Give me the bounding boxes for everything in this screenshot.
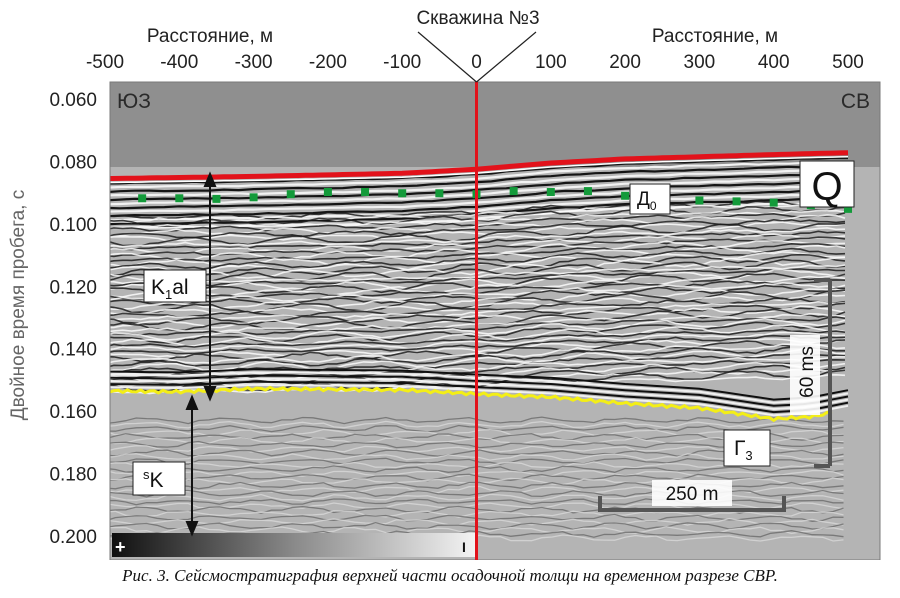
x-tick-label: -300 [235, 52, 273, 73]
reflection-line [110, 428, 844, 437]
seismic-figure: -500 -400 -300 -200 -100 0 100 200 300 400 500 0.0… [8, 8, 881, 560]
unit-k1al-subscript: 1 [165, 287, 172, 302]
reflection-line [110, 517, 844, 526]
reflection-line [110, 420, 844, 429]
svg-text:Г3: Г3 [734, 437, 753, 463]
x-tick-label: 300 [684, 52, 716, 73]
polarity-gray-scale [112, 533, 477, 557]
y-tick-labels: 0.060 0.080 0.100 0.120 0.140 0.160 0.180 0.200 [49, 90, 97, 548]
d0-marker [212, 194, 221, 203]
d0-marker [509, 187, 518, 196]
unit-label-k1al: K1al [143, 269, 207, 303]
unit-sk-letter: K [150, 469, 164, 492]
svg-text:Д0: Д0 [637, 189, 657, 213]
x-tick-label: 400 [758, 52, 790, 73]
horizon-label-d0: Д0 [629, 183, 671, 215]
x-tick-label: -500 [86, 52, 124, 73]
d0-marker [101, 196, 109, 204]
reflection-line [110, 416, 844, 425]
reflection-line [110, 473, 844, 482]
d0-marker [435, 189, 444, 198]
well-label: Скважина №3 [416, 8, 539, 29]
d0-marker [138, 194, 147, 203]
d0-marker [732, 197, 741, 206]
reflection-line [110, 440, 844, 449]
reflection-line [110, 469, 844, 477]
reflection-line [110, 513, 844, 522]
x-tick-label: 0 [471, 52, 482, 73]
reflection-line [110, 522, 844, 531]
k1al-thickness-arrow [203, 171, 217, 402]
y-tick-label: 0.100 [49, 215, 97, 236]
d0-marker [621, 191, 630, 200]
reflection-line [110, 448, 844, 457]
g3-subscript: 3 [745, 448, 752, 463]
reflection-line [110, 465, 844, 473]
x-axis-label-left: Расстояние, м [147, 26, 273, 47]
svg-text:sK: sK [143, 467, 164, 492]
distance-scale-bar [598, 496, 786, 512]
y-tick-label: 0.180 [49, 465, 97, 486]
unit-label-q: Q [799, 160, 855, 209]
time-scale-label-bg [790, 335, 820, 415]
y-tick-label: 0.060 [49, 90, 97, 111]
reflection-line [110, 436, 844, 445]
unit-k1al-letter: K [151, 276, 165, 299]
corner-label-sw: ЮЗ [117, 90, 151, 113]
d0-letter: Д [637, 189, 650, 210]
horizon-g3-line [110, 385, 833, 423]
time-scale-label: 60 ms [797, 346, 818, 398]
polarity-plus: + [115, 537, 126, 557]
well-pointer-right [476, 31, 537, 83]
unit-sk-superscript: s [143, 467, 150, 482]
x-axis-label-right: Расстояние, м [652, 26, 778, 47]
d0-marker [695, 196, 704, 205]
y-tick-label: 0.160 [49, 402, 97, 423]
horizon-label-g3: Г3 [723, 429, 771, 467]
reflection-line [110, 457, 844, 465]
d0-marker [398, 189, 407, 198]
g3-letter: Г [734, 437, 745, 460]
x-tick-label: -400 [160, 52, 198, 73]
polarity-minus: I [462, 539, 466, 555]
y-tick-label: 0.080 [49, 152, 97, 173]
reflection-line [110, 424, 844, 433]
time-scale-bar [814, 278, 832, 468]
reflection-line [110, 510, 844, 518]
unit-k1al-suffix: al [172, 276, 188, 299]
corner-label-ne: СВ [841, 90, 870, 113]
y-tick-label: 0.200 [49, 527, 97, 548]
reflection-line [110, 445, 844, 453]
y-axis-label: Двойное время пробега, с [8, 190, 29, 421]
well-pointer-left [417, 31, 477, 83]
d0-marker [175, 194, 184, 203]
d0-marker [323, 188, 332, 197]
d0-marker [249, 193, 258, 202]
sk-thickness-arrow [185, 394, 199, 537]
section-area [101, 82, 880, 560]
unit-label-sk: sK [132, 461, 186, 496]
x-tick-label: -200 [309, 52, 347, 73]
x-tick-label: -100 [383, 52, 421, 73]
x-tick-label: 100 [535, 52, 567, 73]
distance-scale-label-bg [652, 480, 732, 506]
svg-text:K1al: K1al [151, 276, 189, 302]
d0-marker [583, 187, 592, 196]
unit-q-letter: Q [811, 165, 842, 209]
x-tick-label: 200 [609, 52, 641, 73]
distance-scale-label: 250 m [666, 484, 719, 505]
figure-caption: Рис. 3. Сейсмостратиграфия верхней части… [122, 566, 778, 585]
d0-marker [286, 190, 295, 199]
d0-marker [844, 204, 852, 213]
reflection-line [110, 453, 844, 461]
section-frame [109, 81, 881, 560]
d0-marker [546, 188, 555, 197]
y-tick-label: 0.120 [49, 277, 97, 298]
y-tick-label: 0.140 [49, 340, 97, 361]
d0-marker [769, 198, 778, 207]
x-tick-label: 500 [832, 52, 864, 73]
d0-marker [361, 188, 370, 197]
d0-subscript: 0 [650, 199, 657, 213]
x-tick-labels: -500 -400 -300 -200 -100 0 100 200 300 400 500 [86, 52, 864, 73]
